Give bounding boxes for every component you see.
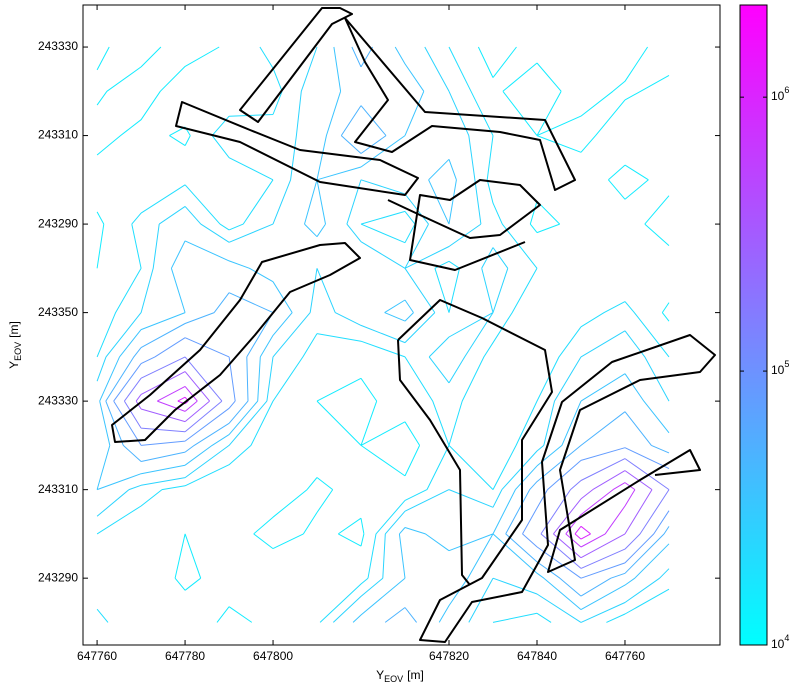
colorbar-tick-base: 10	[771, 363, 785, 377]
tunnel-outline	[239, 7, 353, 123]
plot-frame	[82, 4, 721, 646]
contour-line	[177, 396, 591, 540]
contour-line	[113, 337, 670, 579]
tunnel-outline	[175, 101, 419, 196]
tunnel-outline	[387, 179, 541, 271]
y-axis-label: YEOV [m]	[7, 321, 23, 369]
colorbar-tick-exp: 4	[784, 633, 789, 643]
x-tick-label: 647820	[429, 649, 469, 663]
y-tick-label: 243330	[38, 39, 78, 53]
y-label-main: Y	[7, 361, 21, 369]
colorbar-tick-base: 10	[771, 637, 785, 651]
contour-line	[123, 356, 670, 569]
x-tick-label: 647780	[165, 649, 205, 663]
x-tick-label: 647760	[77, 649, 117, 663]
y-label-unit: [m]	[7, 321, 21, 338]
tunnel-outline	[344, 17, 576, 191]
y-label-sub: EOV	[13, 342, 23, 361]
y-tick-label: 243310	[38, 128, 78, 142]
contour-line	[96, 46, 670, 623]
colorbar-tick-exp: 6	[784, 86, 789, 96]
tunnel-outline	[397, 299, 716, 643]
x-label-sub: EOV	[384, 674, 403, 684]
contour-line	[157, 385, 636, 548]
x-tick-label: 647760	[605, 649, 645, 663]
colorbar-tick-base: 10	[771, 89, 785, 103]
tunnel-outlines	[111, 7, 716, 643]
colorbar-tick-exp: 5	[784, 359, 789, 369]
contour-line	[96, 46, 670, 623]
tunnel-outline	[397, 339, 471, 586]
x-tick-label: 647840	[517, 649, 557, 663]
plot-area	[83, 5, 720, 645]
colorbar-tick-label: 106	[771, 86, 789, 104]
contour-line	[96, 46, 670, 623]
y-tick-label: 243290	[38, 570, 78, 584]
y-tick-label: 243350	[38, 305, 78, 319]
x-label-unit: [m]	[407, 668, 424, 682]
colorbar-tick-label: 104	[771, 633, 789, 651]
x-tick-label: 647800	[253, 649, 293, 663]
y-tick-label: 243310	[38, 482, 78, 496]
y-tick-label: 243290	[38, 216, 78, 230]
y-tick-label: 243330	[38, 393, 78, 407]
x-label-main: Y	[376, 668, 384, 682]
contour-line	[96, 46, 670, 623]
tunnel-outline	[111, 242, 361, 443]
colorbar-tick-label: 105	[771, 359, 789, 377]
x-axis-label: YEOV [m]	[376, 668, 424, 684]
colorbar	[739, 4, 768, 646]
